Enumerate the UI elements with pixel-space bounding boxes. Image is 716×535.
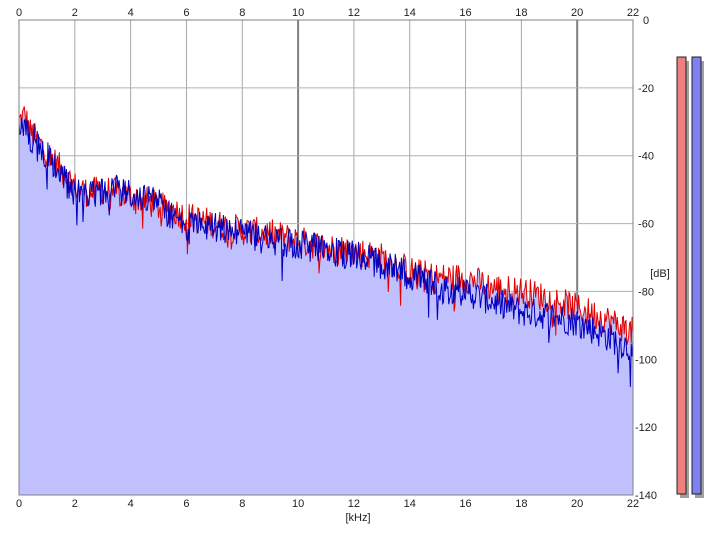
x-tick-label-top: 6 — [183, 7, 189, 19]
y-tick-label: 0 — [643, 15, 649, 27]
x-tick-label-bottom: 18 — [515, 498, 527, 510]
y-tick-label: -120 — [635, 422, 657, 434]
y-tick-labels: 0 -20 -40 -60 -80 -100 -120 -140 — [635, 15, 657, 502]
x-tick-label-bottom: 20 — [571, 498, 583, 510]
x-tick-label-top: 12 — [348, 7, 360, 19]
y-axis-label: [dB] — [650, 268, 670, 280]
x-tick-label-bottom: 16 — [459, 498, 471, 510]
x-tick-label-top: 4 — [128, 7, 134, 19]
x-tick-labels-top: 0 2 4 6 8 10 12 14 16 18 20 22 — [16, 7, 639, 19]
x-tick-labels-bottom: 0 2 4 6 8 10 12 14 16 18 20 22 — [16, 498, 639, 510]
series-line-1 — [18, 117, 634, 387]
x-tick-label-top: 10 — [292, 7, 304, 19]
y-tick-label: -140 — [635, 490, 657, 502]
x-axis-label: [kHz] — [345, 512, 370, 524]
y-tick-label: -60 — [638, 219, 654, 231]
x-tick-label-top: 0 — [16, 7, 22, 19]
level-meters — [676, 56, 704, 498]
x-tick-label-bottom: 14 — [404, 498, 416, 510]
x-tick-label-bottom: 2 — [72, 498, 78, 510]
x-tick-label-bottom: 4 — [128, 498, 134, 510]
series-layer — [18, 106, 634, 387]
x-tick-label-bottom: 0 — [16, 498, 22, 510]
x-tick-label-top: 18 — [515, 7, 527, 19]
x-tick-label-bottom: 10 — [292, 498, 304, 510]
y-tick-label: -20 — [638, 83, 654, 95]
x-tick-label-top: 14 — [404, 7, 416, 19]
x-tick-label-top: 8 — [239, 7, 245, 19]
y-tick-label: -80 — [638, 286, 654, 298]
x-tick-label-top: 16 — [459, 7, 471, 19]
y-tick-label: -40 — [638, 151, 654, 163]
plot-frame — [18, 19, 634, 496]
spectrum-fill-area — [19, 106, 633, 496]
x-tick-label-top: 2 — [72, 7, 78, 19]
x-tick-label-bottom: 8 — [239, 498, 245, 510]
x-tick-label-top: 22 — [627, 7, 639, 19]
spectrum-fill — [19, 106, 633, 496]
level-meter-bar — [691, 56, 702, 495]
x-tick-label-bottom: 6 — [183, 498, 189, 510]
x-tick-label-top: 20 — [571, 7, 583, 19]
level-meter-bar — [676, 56, 687, 495]
x-tick-label-bottom: 12 — [348, 498, 360, 510]
x-tick-label-bottom: 22 — [627, 498, 639, 510]
y-tick-label: -100 — [635, 354, 657, 366]
